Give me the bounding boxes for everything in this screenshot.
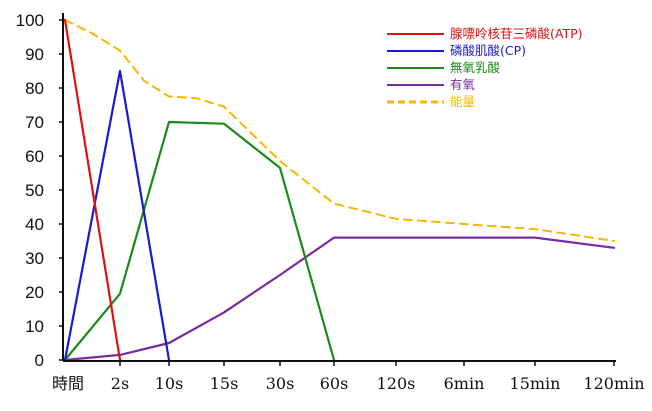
y-tick-label: 30 (25, 249, 44, 268)
y-tick-label: 0 (35, 351, 44, 370)
y-tick-label: 50 (25, 181, 44, 200)
y-tick-label: 40 (25, 215, 44, 234)
series-line-cp (63, 69, 171, 362)
y-ticks: 0 10 20 30 40 50 60 70 80 90 100 (16, 11, 63, 370)
legend-label: 無氧乳酸 (450, 60, 501, 75)
x-tick-label: 15min (510, 374, 561, 393)
x-tick-label: 30s (266, 374, 295, 393)
x-tick-label: 2s (111, 374, 129, 393)
y-tick-label: 20 (25, 283, 44, 302)
x-tick-label: 120min (583, 374, 644, 393)
series-line-series-2 (63, 120, 336, 362)
x-tick-label: 120s (377, 374, 416, 393)
x-tick-label: 15s (210, 374, 239, 393)
legend-label: 腺嘌呤核苷三磷酸(ATP) (450, 26, 583, 41)
legend-label: 磷酸肌酸(CP) (450, 43, 526, 58)
y-tick-label: 90 (25, 45, 44, 64)
series-line-series-3 (63, 236, 616, 362)
y-tick-label: 60 (25, 147, 44, 166)
y-tick-label: 80 (25, 79, 44, 98)
series-line-atp (63, 18, 122, 362)
y-tick-label: 70 (25, 113, 44, 132)
series-line-series-4 (64, 19, 615, 242)
x-tick-label: 6min (444, 374, 485, 393)
series-layer (63, 18, 616, 362)
x-tick-label: 時間 (52, 374, 84, 393)
legend-label: 有氧 (450, 77, 476, 92)
y-tick-label: 10 (25, 317, 44, 336)
x-tick-label: 10s (155, 374, 184, 393)
legend-label: 能量 (450, 94, 475, 109)
x-tick-label: 60s (320, 374, 349, 393)
y-tick-label: 100 (16, 11, 44, 30)
x-ticks: 時間 2s 10s 15s 30s 60s 120s 6min 15min 120min (52, 361, 645, 393)
